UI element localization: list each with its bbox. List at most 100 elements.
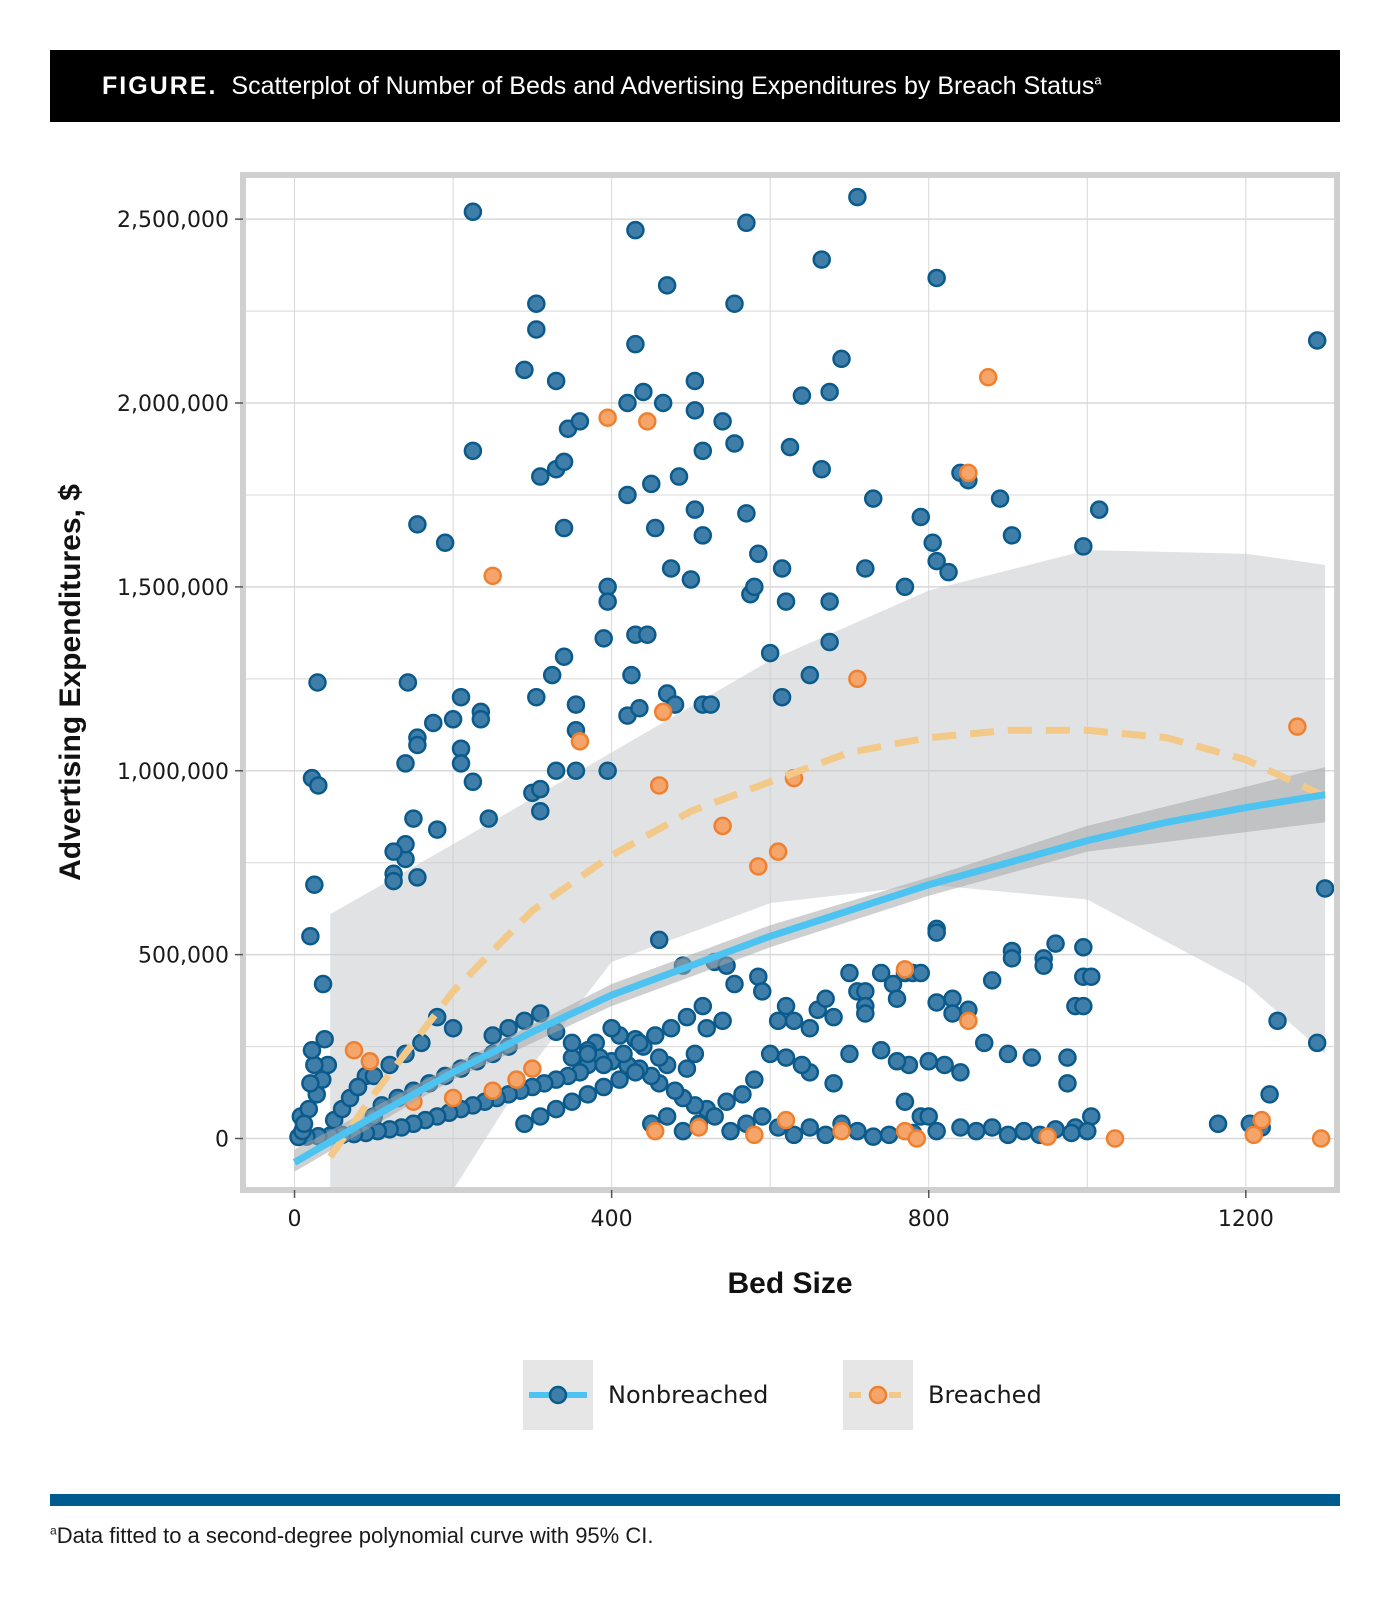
point-nonbreached <box>451 687 471 707</box>
point-nonbreached <box>531 1107 550 1126</box>
point-breached <box>713 816 732 836</box>
point-nonbreached <box>848 187 867 207</box>
point-nonbreached <box>622 665 641 685</box>
point-nonbreached <box>598 592 617 611</box>
point-nonbreached <box>315 1029 334 1049</box>
point-nonbreached <box>618 393 637 413</box>
point-nonbreached <box>554 518 574 538</box>
point-nonbreached <box>653 393 673 413</box>
point-nonbreached <box>776 1048 796 1067</box>
point-nonbreached <box>951 1063 970 1082</box>
footer-rule <box>50 1494 1340 1506</box>
point-nonbreached <box>638 625 657 644</box>
point-nonbreached <box>645 518 665 538</box>
point-nonbreached <box>1058 1048 1077 1067</box>
point-nonbreached <box>768 1011 788 1031</box>
point-nonbreached <box>685 500 705 519</box>
point-breached <box>483 1081 502 1100</box>
point-nonbreached <box>1014 1121 1034 1141</box>
point-nonbreached <box>737 213 756 233</box>
point-nonbreached <box>562 1092 582 1111</box>
point-nonbreached <box>895 1092 915 1111</box>
point-breached <box>1311 1129 1331 1148</box>
point-nonbreached <box>685 1044 705 1064</box>
point-nonbreached <box>982 1118 1002 1137</box>
ci-band-breached <box>330 550 1326 1190</box>
point-nonbreached <box>745 577 764 597</box>
point-breached <box>959 463 978 483</box>
point-nonbreached <box>800 1018 820 1038</box>
point-breached <box>598 408 617 427</box>
point-nonbreached <box>717 1092 736 1111</box>
point-nonbreached <box>531 467 550 486</box>
figure-label: FIGURE. <box>102 71 218 100</box>
point-nonbreached <box>578 1085 598 1104</box>
point-breached <box>649 776 669 795</box>
point-nonbreached <box>1307 331 1327 350</box>
point-nonbreached <box>792 386 812 405</box>
point-nonbreached <box>412 1033 431 1053</box>
plot-layer <box>289 187 1335 1190</box>
point-nonbreached <box>463 202 483 222</box>
point-breached <box>907 1129 927 1148</box>
point-nonbreached <box>824 1007 843 1027</box>
point-nonbreached <box>1307 1033 1327 1053</box>
point-nonbreached <box>649 930 669 950</box>
footnote-marker: a <box>50 1523 57 1538</box>
point-breached <box>749 857 768 876</box>
point-nonbreached <box>820 382 839 402</box>
point-nonbreached <box>871 963 891 983</box>
point-nonbreached <box>800 1118 820 1137</box>
point-nonbreached <box>618 485 637 505</box>
point-nonbreached <box>919 1107 938 1126</box>
point-nonbreached <box>305 1055 324 1075</box>
point-nonbreached <box>725 294 744 313</box>
point-nonbreached <box>725 434 744 453</box>
x-tick-label: 1200 <box>1218 1207 1274 1232</box>
point-nonbreached <box>435 533 455 553</box>
point-nonbreached <box>856 1004 875 1023</box>
point-breached <box>745 1125 764 1145</box>
point-nonbreached <box>820 632 839 652</box>
point-nonbreached <box>927 551 946 571</box>
point-breached <box>689 1118 709 1137</box>
y-tick-label: 0 <box>215 1128 229 1153</box>
point-nonbreached <box>408 515 427 534</box>
y-tick-label: 2,500,000 <box>117 208 229 233</box>
footnote-text: Data fitted to a second-degree polynomia… <box>56 1523 654 1548</box>
point-nonbreached <box>816 1125 835 1145</box>
point-nonbreached <box>642 474 661 494</box>
point-nonbreached <box>380 1055 399 1075</box>
point-nonbreached <box>772 687 792 707</box>
point-nonbreached <box>308 673 327 692</box>
point-breached <box>653 702 673 722</box>
point-breached <box>443 1088 463 1108</box>
point-nonbreached <box>630 698 649 718</box>
point-nonbreached <box>749 544 768 564</box>
point-nonbreached <box>705 1107 724 1126</box>
point-nonbreached <box>776 592 796 611</box>
point-breached <box>895 960 915 979</box>
point-nonbreached <box>816 989 835 1009</box>
point-nonbreached <box>566 761 586 781</box>
point-nonbreached <box>305 875 324 895</box>
point-nonbreached <box>772 559 792 578</box>
point-nonbreached <box>998 1044 1018 1064</box>
plot-border <box>240 172 1340 1193</box>
point-nonbreached <box>1081 1107 1101 1126</box>
x-tick-label: 0 <box>288 1207 302 1232</box>
point-nonbreached <box>713 412 732 431</box>
point-nonbreached <box>760 643 780 663</box>
ci-band-nonbreached <box>294 767 1326 1172</box>
x-tick-label: 800 <box>908 1207 950 1232</box>
point-nonbreached <box>1315 879 1335 898</box>
point-nonbreached <box>1208 1114 1228 1134</box>
point-nonbreached <box>982 971 1002 990</box>
point-nonbreached <box>396 754 415 773</box>
point-nonbreached <box>669 467 689 486</box>
point-nonbreached <box>812 459 831 479</box>
point-nonbreached <box>923 533 942 553</box>
point-breached <box>1288 717 1307 736</box>
point-nonbreached <box>294 1114 314 1134</box>
point-nonbreached <box>927 268 946 288</box>
